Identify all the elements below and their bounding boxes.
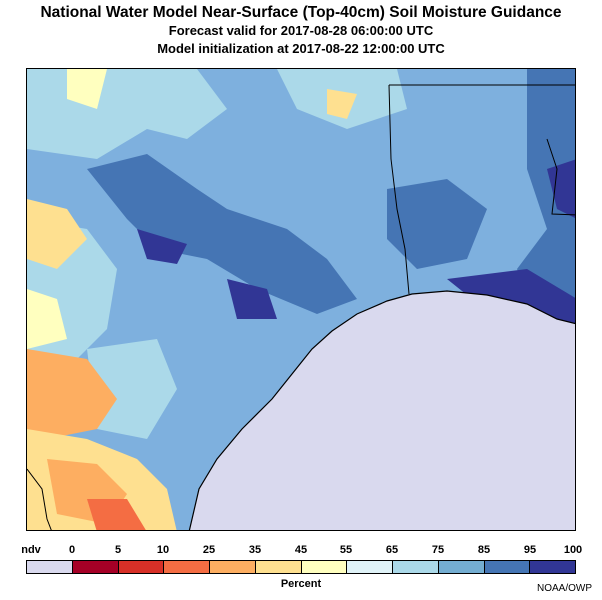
region-light-blue-sw <box>87 339 177 439</box>
legend-label-10: 10 <box>156 544 170 556</box>
map-title: National Water Model Near-Surface (Top-4… <box>40 4 562 21</box>
legend-label-75: 75 <box>431 544 445 556</box>
border-mexico <box>27 468 52 530</box>
colorbar-swatch-9 <box>438 561 485 573</box>
colorbar-swatch-7 <box>347 561 393 573</box>
region-very-wet-ne <box>547 159 575 218</box>
region-dry-n <box>327 89 357 119</box>
colorbar-swatch-1 <box>72 561 119 573</box>
region-dark-blue-ne <box>517 69 575 329</box>
state-boundary-tx-la <box>388 84 410 295</box>
title-block: National Water Model Near-Surface (Top-4… <box>0 4 602 58</box>
colorbar-swatch-0 <box>27 561 73 573</box>
map-canvas <box>27 69 575 530</box>
region-dry-w1 <box>27 199 87 269</box>
credit-label: NOAA/OWP <box>536 583 592 594</box>
region-very-wet-patch <box>137 229 187 264</box>
colorbar-swatch-4 <box>210 561 256 573</box>
region-very-wet-inland <box>227 279 277 319</box>
legend-label-25: 25 <box>202 544 216 556</box>
forecast-valid-time: Forecast valid for 2017-08-28 06:00:00 U… <box>168 23 434 38</box>
legend-label-5: 5 <box>114 544 122 556</box>
region-dry-nw <box>67 69 107 109</box>
legend-label-100: 100 <box>563 544 583 556</box>
region-dark-blue-east <box>387 179 487 269</box>
colorbar <box>26 560 576 574</box>
colorbar-swatch-11 <box>530 561 575 573</box>
colorbar-units: Percent <box>280 578 322 590</box>
region-dark-blue-central <box>87 154 357 314</box>
colorbar-swatch-8 <box>393 561 439 573</box>
legend-label-95: 95 <box>523 544 537 556</box>
colorbar-swatch-6 <box>301 561 348 573</box>
legend-label-35: 35 <box>248 544 262 556</box>
colorbar-swatch-3 <box>164 561 210 573</box>
legend-label-45: 45 <box>294 544 308 556</box>
colorbar-swatch-2 <box>118 561 165 573</box>
state-boundary-la-ms <box>546 138 575 216</box>
region-dry-w2 <box>27 289 67 349</box>
colorbar-labels: ndv 0 5 10 25 35 45 55 65 75 85 95 100 <box>0 544 602 558</box>
legend-label-65: 65 <box>385 544 399 556</box>
gulf-of-mexico <box>188 290 575 530</box>
colorbar-swatch-5 <box>255 561 302 573</box>
model-init-time: Model initialization at 2017-08-22 12:00… <box>157 41 445 56</box>
legend-label-55: 55 <box>339 544 353 556</box>
region-dry-sw1 <box>27 349 117 439</box>
region-dry-sw4 <box>87 499 146 530</box>
legend-label-ndv: ndv <box>21 544 41 556</box>
soil-moisture-map <box>26 68 576 531</box>
legend-label-85: 85 <box>477 544 491 556</box>
legend-label-0: 0 <box>68 544 76 556</box>
colorbar-swatch-10 <box>484 561 531 573</box>
